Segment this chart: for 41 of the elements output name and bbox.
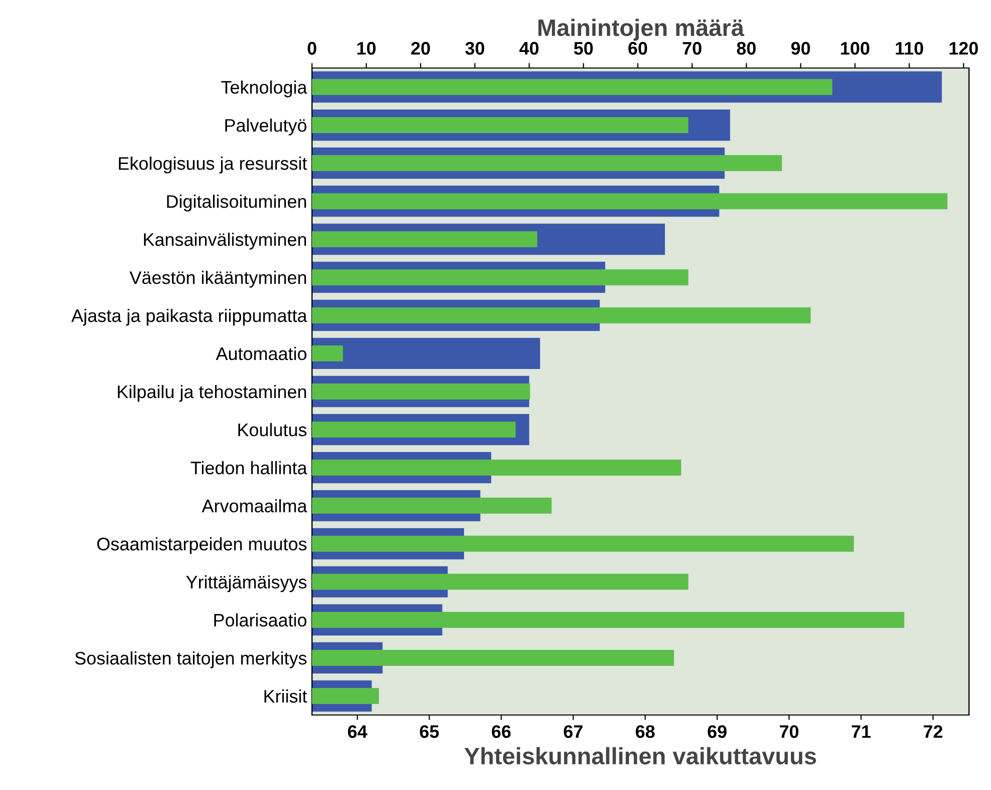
y-tick-label: Teknologia xyxy=(221,80,308,98)
y-tick-label: Yrittäjämäisyys xyxy=(186,575,306,592)
y-tick-label: Ajasta ja paikasta riippumatta xyxy=(71,308,308,326)
x2-tick-label: 110 xyxy=(896,42,924,55)
x2-tick-label: 90 xyxy=(791,42,810,55)
x-tick-label: 72 xyxy=(924,725,942,738)
x2-tick-label: 30 xyxy=(465,42,484,55)
y-tick-label: Palvelutyö xyxy=(225,118,306,136)
x-tick-label: 69 xyxy=(708,725,727,738)
y-tick-label: Kriisit xyxy=(264,689,308,703)
x2-tick-label: 0 xyxy=(308,42,316,55)
x2-tick-label: 60 xyxy=(628,42,648,55)
y-tick-label: Väestön ikääntyminen xyxy=(130,270,306,288)
x2-tick-label: 10 xyxy=(357,42,376,55)
x2-tick-label: 100 xyxy=(841,42,870,55)
x2-tick-label: 40 xyxy=(519,42,538,55)
x2-tick-label: 70 xyxy=(682,42,702,55)
x-tick-label: 66 xyxy=(492,725,511,738)
x-axis-title: Yhteiskunnallinen vaikuttavuus xyxy=(464,747,816,764)
x-tick-label: 70 xyxy=(780,725,798,738)
x-tick-label: 64 xyxy=(348,725,368,738)
x2-tick-label: 50 xyxy=(574,42,593,55)
y-tick-label: Koulutus xyxy=(238,423,306,436)
y-tick-label: Automaatio xyxy=(216,346,306,360)
y-tick-label: Tiedon hallinta xyxy=(190,461,308,474)
x-tick-label: 65 xyxy=(420,725,439,738)
x2-axis-title: Mainintojen määrä xyxy=(538,18,744,41)
x-tick-label: 68 xyxy=(636,725,655,738)
y-tick-label: Osaamistarpeiden muutos xyxy=(97,537,306,554)
y-tick-label: Sosiaalisten taitojen merkitys xyxy=(75,651,306,668)
x-tick-label: 67 xyxy=(564,725,582,738)
y-tick-label: Digitalisoituminen xyxy=(167,194,306,212)
y-tick-label: Kansainvälistyminen xyxy=(144,232,306,250)
x2-tick-label: 80 xyxy=(736,42,756,55)
y-tick-label: Kilpailu ja tehostaminen xyxy=(118,384,306,402)
y-tick-label: Arvomaailma xyxy=(202,499,308,512)
y-tick-label: Ekologisuus ja resurssit xyxy=(118,156,308,174)
x-tick-label: 71 xyxy=(852,725,871,738)
x2-tick-label: 120 xyxy=(950,42,978,55)
y-tick-label: Polarisaatio xyxy=(214,613,306,627)
x2-tick-label: 20 xyxy=(411,42,430,55)
